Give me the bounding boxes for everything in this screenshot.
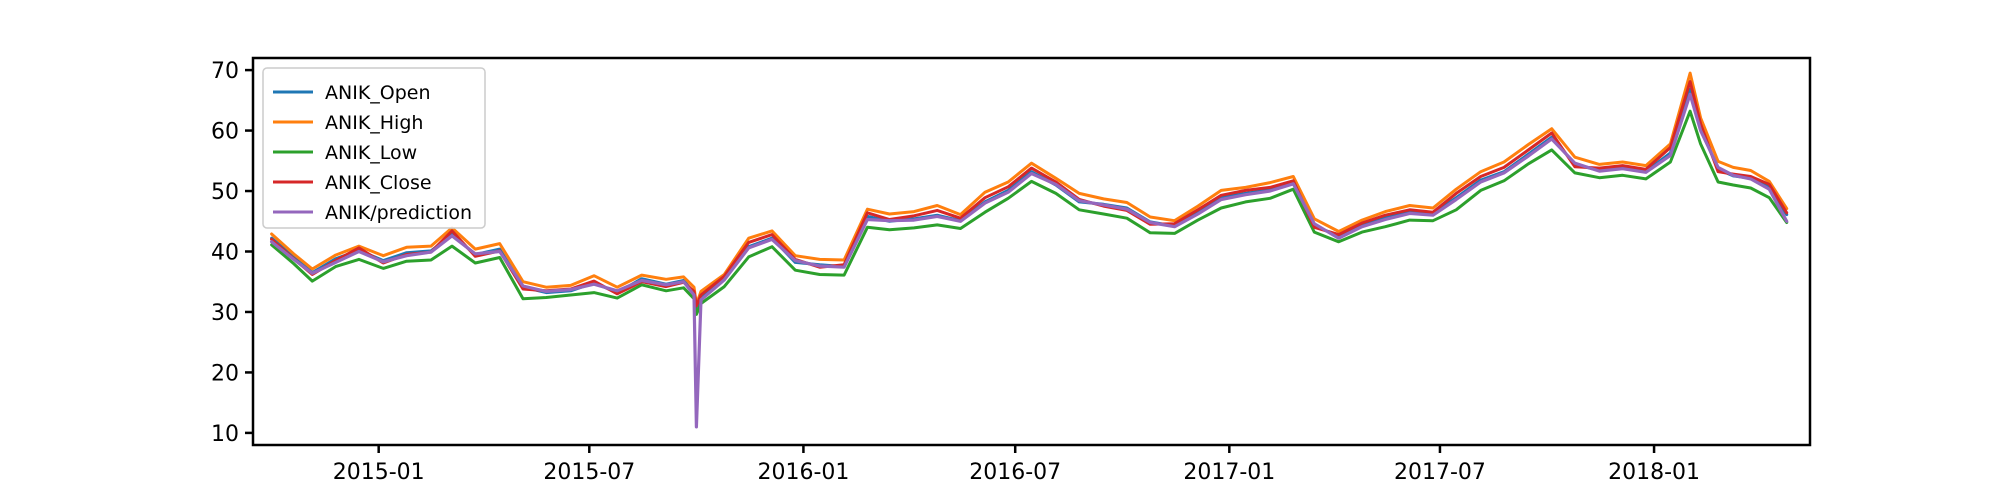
series-line-anik-low (270, 109, 1789, 316)
legend-label: ANIK_Close (325, 172, 432, 194)
legend-label: ANIK_Low (325, 142, 417, 164)
series-layer (270, 71, 1789, 429)
series-line-anik-high (270, 71, 1789, 306)
y-tick-label: 30 (211, 301, 239, 326)
series-line-anik-open (270, 87, 1789, 311)
y-tick-label: 50 (211, 180, 239, 205)
x-tick-label: 2016-07 (969, 460, 1061, 485)
series-line-anik-close (270, 80, 1789, 308)
x-tick-label: 2017-01 (1183, 460, 1275, 485)
legend: ANIK_Open ANIK_High ANIK_Low ANIK_Close ANIK… (262, 67, 486, 229)
y-axis: 10 20 30 40 50 60 70 (211, 59, 253, 447)
y-tick-label: 70 (211, 59, 239, 84)
y-tick-label: 20 (211, 361, 239, 386)
x-axis: 2015-01 2015-07 2016-01 2016-07 2017-01 2017-… (333, 445, 1700, 485)
x-tick-label: 2018-01 (1608, 460, 1700, 485)
x-tick-label: 2015-01 (333, 460, 425, 485)
legend-label: ANIK_High (325, 112, 423, 134)
y-tick-label: 60 (211, 120, 239, 145)
x-tick-label: 2016-01 (757, 460, 849, 485)
y-tick-label: 40 (211, 241, 239, 266)
legend-label: ANIK/prediction (325, 202, 472, 224)
series-line-anik-prediction (270, 92, 1789, 429)
x-tick-label: 2015-07 (543, 460, 635, 485)
y-tick-label: 10 (211, 422, 239, 447)
legend-label: ANIK_Open (325, 82, 431, 104)
legend-box (262, 67, 486, 229)
x-tick-label: 2017-07 (1394, 460, 1486, 485)
